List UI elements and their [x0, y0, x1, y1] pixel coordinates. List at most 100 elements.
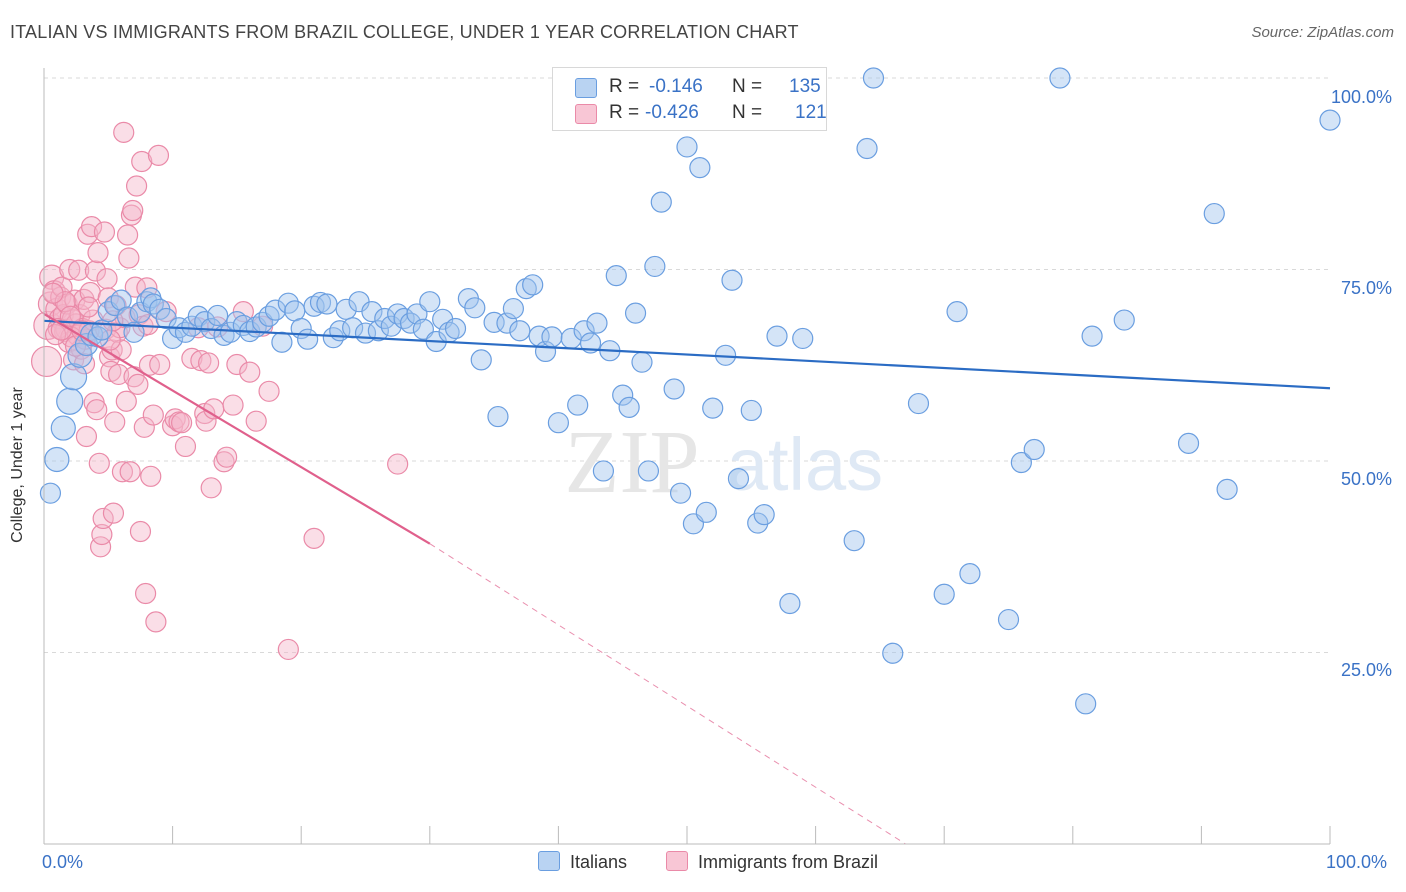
brazil-trend-extension	[429, 543, 906, 845]
italians-point	[792, 327, 814, 350]
italians-point	[487, 405, 509, 428]
italians-point	[695, 501, 717, 523]
italians-point	[1023, 438, 1045, 461]
italians-point	[470, 349, 492, 371]
brazil-point	[245, 410, 267, 432]
italians-legend-icon	[538, 851, 560, 871]
brazil-point	[171, 412, 193, 434]
brazil-point	[42, 282, 64, 304]
r-label: R =	[609, 76, 640, 97]
italians-point	[284, 300, 306, 322]
italians-point	[509, 320, 531, 342]
italians-point	[946, 301, 968, 323]
italians-point	[515, 278, 537, 300]
brazil-point	[84, 260, 107, 282]
italians-point	[862, 67, 885, 89]
italians-point	[702, 397, 724, 419]
italians-point	[258, 305, 280, 327]
watermark-zip: ZIP	[565, 413, 700, 512]
italians-point	[650, 191, 672, 213]
brazil-point	[131, 150, 153, 173]
brazil-point	[147, 144, 170, 166]
brazil-point	[303, 527, 325, 549]
italians-point	[541, 326, 563, 348]
italians-point	[727, 468, 750, 490]
brazil-point	[134, 582, 157, 605]
brazil-point	[91, 523, 113, 546]
y-axis-label: College, Under 1 year	[9, 387, 26, 543]
brazil-trend-line	[43, 312, 431, 545]
legend-brazil-label: Immigrants from Brazil	[698, 852, 879, 872]
n-value: 135	[789, 76, 821, 97]
italians-point	[721, 269, 743, 291]
italians-point	[522, 274, 544, 296]
brazil-point	[59, 258, 81, 281]
legend-italians-label: Italians	[570, 852, 628, 872]
brazil-point	[222, 394, 244, 416]
brazil-point	[115, 390, 137, 412]
y-tick-label-25: 25.0%	[1340, 660, 1392, 680]
italians-point	[39, 482, 62, 504]
axes	[43, 68, 1331, 845]
r-label: R =	[609, 102, 640, 123]
brazil-point	[125, 175, 148, 197]
brazil-point	[68, 259, 90, 281]
brazil-point	[127, 373, 149, 395]
brazil-point	[116, 224, 139, 246]
italians-point	[1049, 67, 1071, 89]
correlation-stats-box: R = -0.146 N = 135 R = -0.426 N = 121	[552, 67, 827, 131]
italians-point	[605, 265, 627, 287]
italians-point	[44, 446, 70, 473]
brazil-point	[142, 404, 164, 426]
legend-brazil[interactable]: Immigrants from Brazil	[666, 851, 878, 873]
italians-swatch-icon	[575, 78, 597, 98]
legend-italians[interactable]: Italians	[538, 851, 627, 873]
italians-point	[644, 255, 666, 278]
italians-point	[56, 387, 84, 415]
brazil-point	[140, 465, 162, 487]
italians-point	[361, 301, 383, 323]
brazil-point	[111, 461, 134, 483]
brazil-point	[239, 361, 261, 383]
italians-point	[303, 295, 325, 317]
italians-point	[207, 304, 229, 327]
brazil-point	[75, 425, 98, 448]
n-value: 121	[795, 102, 827, 123]
watermark: ZIP atlas	[565, 413, 884, 512]
italians-point	[271, 331, 293, 353]
brazil-point	[164, 408, 186, 430]
italians-point	[412, 318, 434, 340]
y-tick-label-100: 100.0%	[1330, 87, 1392, 107]
italians-point	[856, 137, 878, 160]
italians-point	[316, 293, 338, 315]
italians-point	[579, 332, 602, 354]
brazil-point	[198, 352, 220, 374]
italians-point	[297, 328, 319, 350]
n-label: N =	[732, 102, 763, 123]
brazil-point	[96, 268, 118, 290]
brazil-points	[30, 121, 409, 661]
brazil-point	[129, 520, 152, 543]
italians-point	[669, 482, 692, 504]
x-tick-label-max: 100.0%	[1326, 852, 1388, 872]
italians-point	[740, 399, 762, 422]
brazil-point	[93, 221, 116, 243]
brazil-point	[190, 350, 212, 372]
italians-point	[573, 320, 595, 342]
brazil-point	[149, 353, 171, 376]
italians-point	[264, 299, 287, 321]
italians-point	[67, 342, 93, 368]
brazil-point	[102, 502, 125, 524]
brazil-point	[174, 435, 197, 458]
italians-point	[586, 312, 608, 334]
brazil-point	[277, 638, 299, 661]
italians-point	[766, 325, 788, 347]
brazil-point	[86, 399, 108, 421]
r-value: -0.146	[649, 76, 703, 97]
brazil-point	[118, 247, 140, 269]
brazil-point	[200, 477, 222, 499]
n-label: N =	[732, 76, 763, 97]
brazil-point	[104, 411, 126, 433]
italians-point	[1010, 451, 1032, 474]
